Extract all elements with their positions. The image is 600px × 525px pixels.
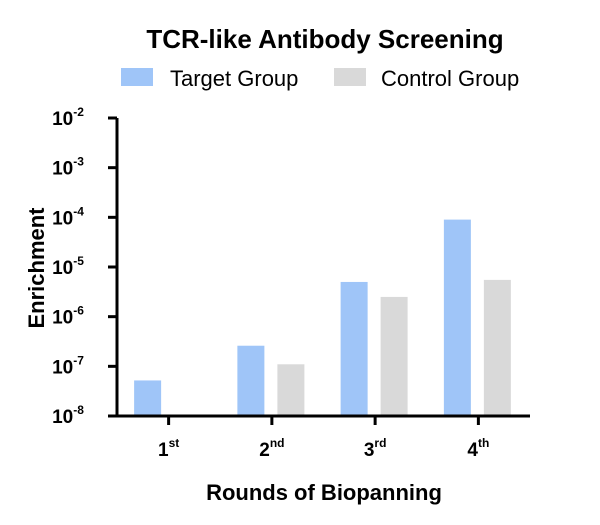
y-tick-base: 10 (52, 258, 73, 279)
y-tick-base: 10 (52, 308, 73, 329)
y-tick-label: 10-2 (52, 105, 84, 130)
y-tick-exponent: -5 (73, 254, 84, 268)
x-tick-base: 4 (467, 440, 478, 461)
y-tick-label: 10-5 (52, 254, 84, 279)
y-tick-base: 10 (52, 208, 73, 229)
bar-target-group (237, 345, 265, 416)
y-tick-base: 10 (52, 357, 73, 378)
x-tick-suffix: st (169, 436, 180, 450)
legend-label: Control Group (381, 66, 519, 91)
x-axis-label: Rounds of Biopanning (206, 480, 442, 505)
chart-title: TCR-like Antibody Screening (146, 24, 503, 54)
x-tick-label: 3rd (364, 436, 387, 461)
legend-label: Target Group (170, 66, 298, 91)
x-tick-suffix: nd (270, 436, 285, 450)
x-tick-suffix: rd (374, 436, 386, 450)
x-tick-base: 2 (259, 440, 270, 461)
x-tick-label: 4th (467, 436, 489, 461)
legend: Target Group Control Group (121, 66, 519, 91)
bars (134, 219, 511, 416)
y-tick-exponent: -8 (73, 403, 84, 417)
x-tick-suffix: th (478, 436, 489, 450)
legend-swatch (334, 68, 366, 86)
y-tick-exponent: -2 (73, 105, 84, 119)
y-tick-exponent: -4 (73, 204, 84, 218)
bar-target-group (340, 281, 368, 416)
bar-control-group (277, 364, 305, 416)
y-tick-label: 10-6 (52, 304, 84, 329)
y-tick-base: 10 (52, 109, 73, 130)
y-tick-label: 10-8 (52, 403, 84, 428)
bar-control-group (483, 279, 511, 416)
legend-swatch (121, 68, 153, 86)
bar-control-group (380, 296, 408, 416)
x-tick-base: 1 (158, 440, 169, 461)
y-tick-label: 10-3 (52, 155, 84, 180)
y-tick-label: 10-7 (52, 353, 84, 378)
y-axis-label: Enrichment (24, 207, 49, 329)
y-tick-exponent: -3 (73, 155, 84, 169)
x-axis-ticks: 1st 2nd 3rd 4th (158, 416, 489, 461)
y-tick-label: 10-4 (52, 204, 84, 229)
x-tick-base: 3 (364, 440, 375, 461)
x-tick-label: 2nd (259, 436, 284, 461)
y-tick-base: 10 (52, 159, 73, 180)
y-tick-exponent: -6 (73, 304, 84, 318)
y-axis-ticks: 10-210-310-410-510-610-710-8 (52, 105, 117, 428)
y-tick-exponent: -7 (73, 353, 84, 367)
y-tick-base: 10 (52, 407, 73, 428)
x-tick-label: 1st (158, 436, 179, 461)
bar-target-group (134, 380, 162, 416)
bar-target-group (443, 219, 471, 416)
